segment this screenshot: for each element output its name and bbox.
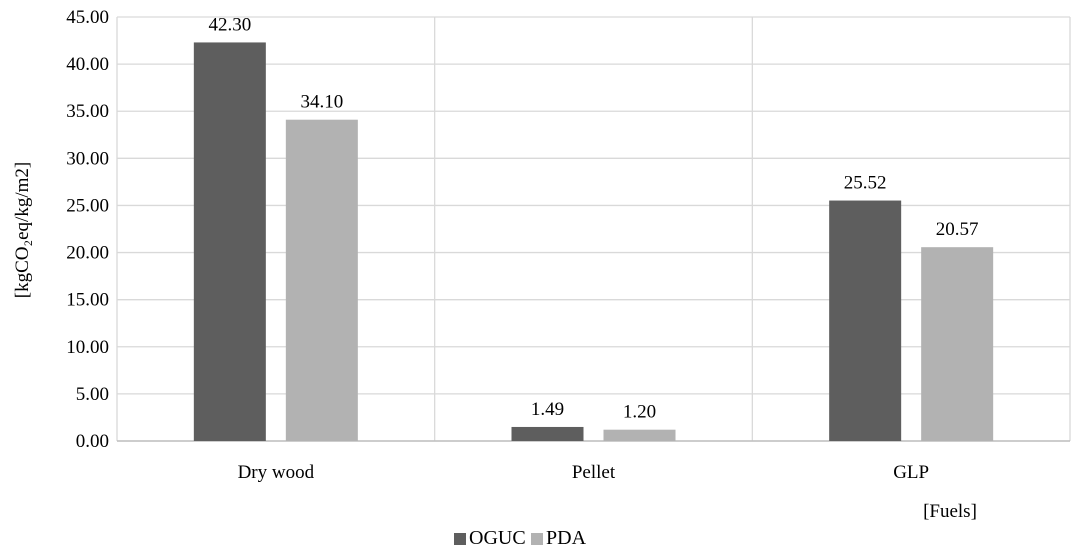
data-label: 20.57: [936, 219, 979, 240]
legend-label-pda: PDA: [546, 527, 587, 549]
bar-oguc: [193, 42, 266, 441]
data-labels: 42.30 34.10 1.49 1.20 25.52 20.57: [208, 14, 978, 422]
bar-oguc: [829, 200, 902, 441]
gridlines: [116, 16, 1071, 442]
y-axis-label: [kgCO₂eq/kg/m2]: [12, 162, 33, 298]
x-axis-label: [Fuels]: [923, 501, 977, 522]
x-axis-categories: Dry wood Pellet GLP: [238, 462, 930, 483]
y-tick-label: 40.00: [66, 54, 109, 75]
data-label: 1.20: [623, 402, 656, 423]
y-tick-label: 35.00: [66, 101, 109, 122]
y-tick-label: 20.00: [66, 243, 109, 264]
data-label: 25.52: [844, 173, 887, 194]
x-tick-label: Dry wood: [238, 462, 315, 483]
y-tick-label: 0.00: [76, 431, 109, 452]
x-tick-label: Pellet: [572, 462, 616, 483]
y-tick-label: 30.00: [66, 148, 109, 169]
x-tick-label: GLP: [893, 462, 929, 483]
bar-pda: [603, 429, 676, 441]
data-label: 1.49: [531, 399, 564, 420]
y-tick-label: 45.00: [66, 7, 109, 28]
y-tick-label: 25.00: [66, 195, 109, 216]
bars: [193, 42, 994, 442]
data-label: 34.10: [300, 92, 343, 113]
y-tick-label: 15.00: [66, 290, 109, 311]
y-axis-ticks: 0.00 5.00 10.00 15.00 20.00 25.00 30.00 35.00 40…: [66, 7, 109, 452]
bar-oguc: [511, 426, 584, 441]
bar-pda: [285, 119, 358, 442]
legend: OGUC PDA: [454, 527, 587, 549]
data-label: 42.30: [208, 14, 251, 35]
y-tick-label: 5.00: [76, 384, 109, 405]
legend-swatch-oguc: [454, 533, 466, 545]
legend-label-oguc: OGUC: [469, 527, 526, 549]
legend-swatch-pda: [531, 533, 543, 545]
bar-pda: [921, 247, 994, 441]
y-tick-label: 10.00: [66, 337, 109, 358]
